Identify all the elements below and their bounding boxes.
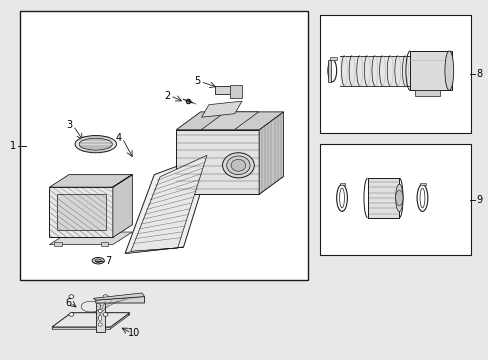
Bar	[229, 85, 242, 98]
Polygon shape	[52, 315, 130, 329]
Ellipse shape	[69, 313, 74, 316]
Polygon shape	[259, 112, 283, 194]
Polygon shape	[49, 232, 132, 244]
Polygon shape	[113, 174, 132, 187]
Ellipse shape	[395, 190, 402, 206]
Text: 5: 5	[194, 76, 200, 86]
Polygon shape	[201, 101, 242, 117]
Ellipse shape	[222, 153, 254, 178]
Ellipse shape	[79, 138, 112, 150]
Ellipse shape	[95, 259, 101, 262]
Polygon shape	[93, 293, 144, 300]
Polygon shape	[96, 300, 104, 332]
Ellipse shape	[444, 51, 453, 90]
Ellipse shape	[69, 295, 74, 298]
Polygon shape	[176, 176, 283, 194]
Bar	[101, 242, 108, 246]
Polygon shape	[176, 130, 259, 194]
Text: 2: 2	[164, 91, 170, 101]
Text: 10: 10	[128, 328, 141, 338]
Polygon shape	[113, 175, 132, 237]
Bar	[409, 51, 451, 90]
Bar	[339, 55, 409, 86]
Ellipse shape	[103, 295, 108, 298]
Bar	[320, 15, 470, 134]
Polygon shape	[414, 90, 439, 96]
Polygon shape	[49, 175, 132, 187]
Ellipse shape	[231, 159, 245, 171]
Ellipse shape	[103, 313, 108, 316]
Bar	[339, 183, 345, 185]
Text: 9: 9	[475, 195, 481, 205]
Bar	[419, 183, 425, 185]
Bar	[54, 242, 61, 246]
Polygon shape	[201, 112, 258, 130]
Ellipse shape	[92, 257, 104, 264]
Ellipse shape	[395, 184, 402, 212]
Polygon shape	[52, 313, 130, 327]
Bar	[367, 178, 399, 218]
Bar	[330, 57, 336, 60]
Ellipse shape	[99, 315, 102, 321]
Bar	[328, 59, 330, 82]
Polygon shape	[125, 247, 183, 253]
Bar	[215, 86, 234, 94]
Polygon shape	[131, 155, 206, 251]
Bar	[20, 12, 307, 280]
Ellipse shape	[98, 323, 102, 326]
Text: 3: 3	[66, 121, 73, 130]
Text: 1: 1	[10, 141, 16, 151]
Text: 6: 6	[65, 298, 71, 308]
Text: 8: 8	[475, 69, 481, 79]
Ellipse shape	[98, 309, 102, 312]
Polygon shape	[52, 327, 110, 329]
Bar	[320, 144, 470, 255]
Polygon shape	[176, 112, 283, 130]
Polygon shape	[49, 187, 113, 237]
Polygon shape	[96, 297, 144, 303]
Bar	[57, 194, 105, 230]
Text: 7: 7	[105, 256, 112, 266]
Ellipse shape	[226, 156, 249, 175]
Ellipse shape	[75, 135, 116, 153]
Polygon shape	[125, 153, 212, 253]
Text: 4: 4	[115, 133, 122, 143]
